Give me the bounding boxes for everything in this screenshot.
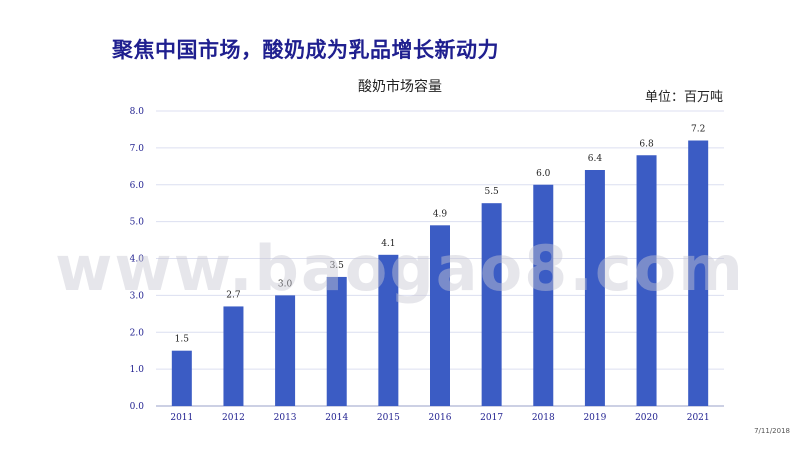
y-tick-label: 5.0 — [130, 218, 145, 228]
x-tick-label: 2015 — [377, 413, 400, 423]
x-tick-label: 2021 — [687, 413, 710, 423]
bar — [223, 306, 244, 406]
x-tick-label: 2019 — [583, 413, 606, 423]
data-label: 2.7 — [226, 290, 241, 300]
data-label: 4.1 — [381, 239, 395, 249]
watermark-text: www.baogao8.com — [55, 232, 745, 305]
bar — [326, 276, 347, 406]
data-label: 1.5 — [175, 335, 190, 345]
y-tick-label: 3.0 — [130, 291, 145, 301]
y-tick-label: 7.0 — [130, 144, 145, 154]
footer-date: 7/11/2018 — [754, 427, 790, 435]
y-tick-label: 6.0 — [130, 181, 145, 191]
x-tick-label: 2011 — [170, 413, 193, 423]
data-label: 6.0 — [536, 169, 551, 179]
bar — [481, 203, 502, 406]
data-label: 6.4 — [588, 154, 603, 164]
bar — [275, 295, 296, 406]
slide-title: 聚焦中国市场，酸奶成为乳品增长新动力 — [112, 37, 499, 62]
y-tick-label: 8.0 — [130, 107, 145, 117]
x-tick-label: 2012 — [222, 413, 245, 423]
chart-title: 酸奶市场容量 — [358, 79, 442, 95]
bar — [378, 254, 399, 406]
data-label: 4.9 — [433, 209, 448, 219]
data-label: 6.8 — [639, 139, 654, 149]
x-tick-label: 2020 — [635, 413, 658, 423]
data-label: 3.5 — [330, 261, 345, 271]
bar — [688, 140, 709, 406]
bar — [584, 170, 605, 406]
x-tick-label: 2016 — [429, 413, 452, 423]
data-label: 3.0 — [278, 279, 293, 289]
bar — [171, 350, 192, 406]
bar — [533, 184, 554, 406]
x-tick-label: 2014 — [325, 413, 348, 423]
y-tick-label: 4.0 — [130, 255, 145, 265]
y-tick-label: 1.0 — [130, 365, 145, 375]
unit-label: 单位：百万吨 — [644, 90, 723, 105]
bar — [636, 155, 657, 406]
x-tick-label: 2018 — [532, 413, 555, 423]
y-tick-label: 2.0 — [130, 328, 145, 338]
data-label: 7.2 — [691, 125, 705, 135]
x-tick-label: 2013 — [274, 413, 297, 423]
x-tick-label: 2017 — [480, 413, 503, 423]
y-tick-label: 0.0 — [130, 402, 145, 412]
data-label: 5.5 — [484, 187, 499, 197]
bar — [430, 225, 450, 406]
